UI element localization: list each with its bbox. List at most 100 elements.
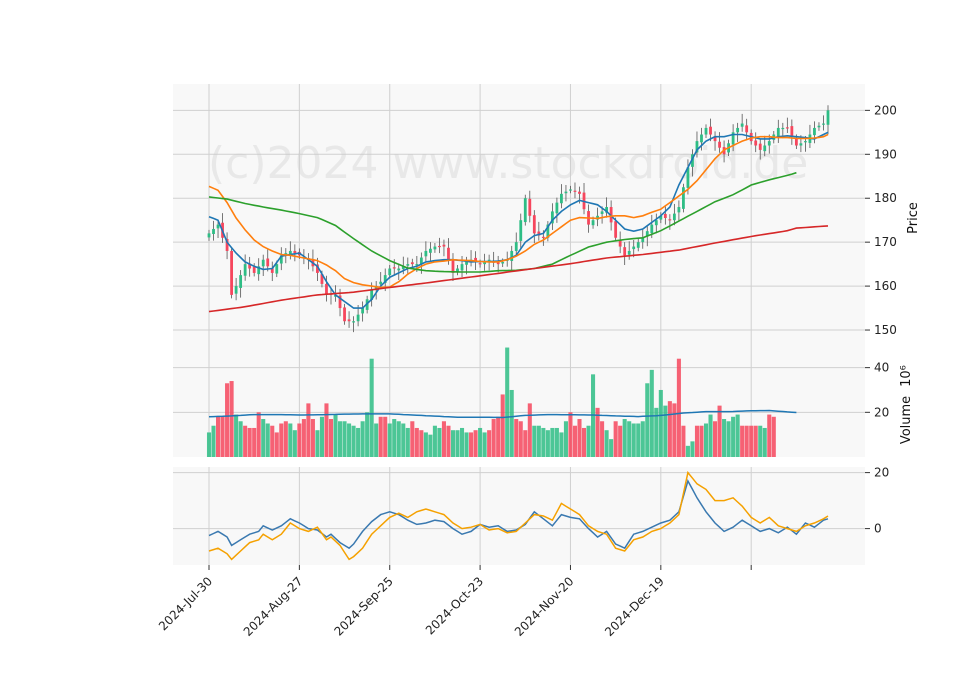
candle-body: [239, 275, 243, 288]
candle-body: [243, 264, 247, 276]
volume-bar: [771, 416, 776, 457]
candle-body: [456, 268, 459, 272]
volume-bar: [211, 425, 216, 457]
candle-body: [614, 221, 618, 238]
volume-bar: [667, 401, 672, 457]
volume-bar: [703, 423, 709, 457]
candle-body: [438, 245, 441, 248]
candle-body: [591, 220, 595, 226]
candle-body: [496, 262, 500, 265]
candle-body: [654, 220, 658, 226]
candle-body: [261, 259, 265, 267]
candle-body: [424, 250, 428, 257]
candle-body: [293, 250, 297, 254]
volume-bar: [563, 421, 568, 457]
volume-bar: [283, 421, 288, 457]
volume-bar: [672, 403, 677, 457]
volume-bar: [554, 427, 559, 457]
volume-bar: [419, 430, 424, 457]
candle-body: [745, 125, 749, 133]
candle-body: [216, 224, 220, 229]
candle-body: [627, 250, 631, 255]
volume-bar: [536, 425, 541, 457]
volume-bar: [559, 432, 564, 457]
volume-bar: [586, 425, 591, 457]
candle-body: [794, 137, 798, 146]
candle-body: [338, 295, 342, 309]
volume-bar: [410, 421, 415, 457]
volume-bar: [708, 414, 713, 457]
volume-axis-unit: 10⁶: [899, 365, 914, 387]
candle-body: [560, 193, 563, 204]
volume-bar: [220, 416, 225, 457]
volume-bar: [378, 416, 383, 457]
volume-bar: [310, 419, 315, 457]
volume-bar: [658, 389, 663, 457]
candle-body: [686, 167, 690, 188]
candle-body: [713, 136, 717, 142]
y-tick-label: 20: [874, 466, 889, 480]
candle-body: [352, 321, 355, 323]
volume-bar: [527, 403, 532, 457]
candle-body: [564, 191, 568, 194]
candle-body: [252, 266, 256, 273]
candle-body: [822, 123, 825, 125]
candle-body: [754, 140, 758, 146]
volume-bar: [541, 427, 546, 457]
volume-bar: [437, 427, 442, 457]
volume-bar: [256, 412, 261, 457]
price-panel: [207, 105, 830, 333]
candle-body: [532, 215, 536, 234]
candle-body: [691, 154, 694, 167]
volume-bar: [681, 425, 686, 457]
candle-body: [569, 189, 572, 191]
candle-body: [541, 236, 545, 239]
volume-bar: [328, 419, 334, 457]
candle-body: [636, 242, 640, 248]
volume-bar: [649, 369, 654, 457]
candle-body: [736, 127, 740, 133]
candle-body: [397, 268, 401, 271]
candle-body: [776, 127, 780, 137]
candle-body: [356, 314, 360, 322]
candle-body: [813, 127, 816, 136]
candle-body: [320, 274, 324, 284]
volume-bar: [478, 427, 483, 457]
candle-body: [623, 247, 627, 256]
volume-bar: [243, 425, 248, 457]
volume-bar: [347, 423, 352, 457]
volume-bar: [699, 425, 704, 457]
candle-body: [767, 141, 771, 146]
volume-bar: [572, 425, 578, 457]
y-tick-label: 190: [874, 147, 897, 161]
candle-body: [284, 253, 288, 255]
moving-average-line: [208, 133, 829, 289]
candle-body: [234, 286, 238, 294]
candle-body: [605, 207, 609, 213]
volume-bar: [622, 419, 627, 457]
candle-body: [632, 246, 636, 250]
volume-bar: [749, 425, 754, 457]
candle-body: [370, 290, 374, 300]
volume-bar: [234, 414, 239, 457]
x-tick-label: 2024-Nov-20: [512, 574, 577, 639]
candle-body: [419, 257, 423, 265]
volume-bar: [636, 423, 641, 457]
candle-body: [465, 261, 468, 265]
volume-bar: [301, 419, 306, 457]
volume-bar: [694, 425, 700, 457]
volume-bar: [274, 432, 279, 457]
volume-bar: [758, 425, 763, 457]
candle-body: [514, 242, 518, 251]
y-tick-label: 150: [874, 323, 897, 337]
volume-bar: [360, 421, 365, 457]
volume-bar: [288, 423, 293, 457]
candle-body: [763, 145, 767, 152]
volume-bar: [604, 430, 609, 457]
candle-body: [388, 268, 392, 276]
candle-body: [316, 264, 319, 273]
oscillator-panel: [208, 470, 829, 561]
volume-bar: [464, 432, 469, 457]
candle-body: [528, 198, 532, 216]
volume-bar: [690, 441, 695, 457]
